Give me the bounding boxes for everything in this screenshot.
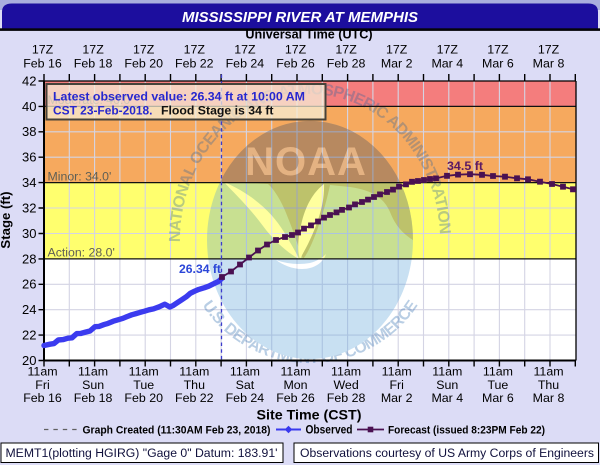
svg-text:40: 40	[22, 99, 36, 114]
svg-text:Feb 28: Feb 28	[327, 57, 366, 71]
svg-text:34.5 ft: 34.5 ft	[447, 159, 483, 173]
svg-text:26.34 ft: 26.34 ft	[179, 264, 221, 276]
svg-text:Sun: Sun	[82, 378, 104, 392]
svg-text:Thu: Thu	[184, 378, 205, 392]
svg-text:Observed: Observed	[306, 425, 353, 437]
svg-text:Action: 28.0': Action: 28.0'	[48, 246, 115, 260]
svg-text:11am: 11am	[432, 365, 462, 379]
svg-text:Universal Time (UTC): Universal Time (UTC)	[245, 28, 372, 42]
svg-text:17Z: 17Z	[386, 43, 408, 57]
svg-text:38: 38	[22, 124, 36, 139]
svg-text:Observations courtesy of US Ar: Observations courtesy of US Army Corps o…	[300, 446, 594, 460]
svg-text:Sun: Sun	[436, 378, 458, 392]
svg-text:Feb 18: Feb 18	[74, 391, 113, 405]
svg-text:11am: 11am	[230, 365, 260, 379]
svg-text:Mar 4: Mar 4	[431, 57, 463, 71]
svg-text:Feb 20: Feb 20	[124, 57, 163, 71]
svg-text:11am: 11am	[331, 365, 361, 379]
svg-text:11am: 11am	[382, 365, 412, 379]
svg-text:17Z: 17Z	[82, 43, 104, 57]
svg-text:Feb 26: Feb 26	[276, 57, 315, 71]
svg-text:Fri: Fri	[389, 378, 403, 392]
svg-text:28: 28	[22, 251, 36, 266]
svg-text:17Z: 17Z	[487, 43, 509, 57]
svg-text:Site Time (CST): Site Time (CST)	[257, 408, 362, 423]
svg-text:34: 34	[22, 175, 36, 190]
svg-text:42: 42	[22, 73, 36, 88]
svg-text:17Z: 17Z	[285, 43, 307, 57]
svg-text:17Z: 17Z	[335, 43, 357, 57]
svg-text:Latest observed value: 26.34 f: Latest observed value: 26.34 ft at 10:00…	[53, 90, 305, 104]
svg-text:Forecast (issued 8:23PM Feb 22: Forecast (issued 8:23PM Feb 22)	[388, 425, 545, 437]
svg-text:Mar 6: Mar 6	[482, 57, 514, 71]
svg-text:Flood Stage is 34 ft: Flood Stage is 34 ft	[161, 104, 274, 118]
svg-text:11am: 11am	[179, 365, 209, 379]
svg-text:Feb 18: Feb 18	[74, 57, 113, 71]
svg-text:17Z: 17Z	[133, 43, 155, 57]
svg-text:Tue: Tue	[487, 378, 508, 392]
svg-text:Feb 24: Feb 24	[226, 391, 265, 405]
svg-text:Mar 4: Mar 4	[431, 391, 463, 405]
svg-text:26: 26	[22, 277, 36, 292]
svg-text:Mar 6: Mar 6	[482, 391, 514, 405]
svg-text:17Z: 17Z	[32, 43, 54, 57]
svg-text:Feb 26: Feb 26	[276, 391, 315, 405]
svg-text:MEMT1(plotting HGIRG) "Gage 0": MEMT1(plotting HGIRG) "Gage 0" Datum: 18…	[6, 446, 278, 460]
svg-text:32: 32	[22, 200, 36, 215]
svg-text:Thu: Thu	[538, 378, 559, 392]
svg-text:NOAA: NOAA	[245, 140, 367, 184]
svg-text:Feb 16: Feb 16	[23, 57, 62, 71]
svg-text:CST 23-Feb-2018.: CST 23-Feb-2018.	[53, 104, 153, 118]
svg-text:24: 24	[22, 302, 36, 317]
svg-text:MISSISSIPPI RIVER AT MEMPHIS: MISSISSIPPI RIVER AT MEMPHIS	[182, 10, 418, 26]
svg-text:Fri: Fri	[35, 378, 49, 392]
svg-text:11am: 11am	[280, 365, 310, 379]
svg-text:Mar 2: Mar 2	[381, 391, 413, 405]
svg-text:Stage (ft): Stage (ft)	[0, 191, 13, 248]
svg-text:11am: 11am	[533, 365, 563, 379]
svg-text:30: 30	[22, 226, 36, 241]
svg-text:11am: 11am	[78, 365, 108, 379]
svg-text:Minor: 34.0': Minor: 34.0'	[48, 169, 112, 183]
svg-text:Mar 8: Mar 8	[533, 57, 565, 71]
svg-text:17Z: 17Z	[437, 43, 459, 57]
svg-text:Feb 22: Feb 22	[175, 57, 214, 71]
svg-text:Mon: Mon	[283, 378, 307, 392]
svg-text:11am: 11am	[27, 365, 57, 379]
svg-text:Wed: Wed	[333, 378, 358, 392]
svg-text:36: 36	[22, 150, 36, 165]
svg-text:Sat: Sat	[236, 378, 255, 392]
svg-text:Graph Created (11:30AM Feb 23,: Graph Created (11:30AM Feb 23, 2018)	[83, 425, 271, 437]
svg-text:Feb 22: Feb 22	[175, 391, 214, 405]
svg-text:17Z: 17Z	[234, 43, 256, 57]
svg-text:11am: 11am	[483, 365, 513, 379]
svg-text:Feb 24: Feb 24	[226, 57, 265, 71]
svg-text:11am: 11am	[129, 365, 159, 379]
svg-text:17Z: 17Z	[538, 43, 560, 57]
svg-text:Feb 28: Feb 28	[327, 391, 366, 405]
svg-text:Feb 20: Feb 20	[124, 391, 163, 405]
svg-text:Tue: Tue	[133, 378, 154, 392]
svg-text:20: 20	[22, 353, 36, 368]
svg-text:Mar 2: Mar 2	[381, 57, 413, 71]
svg-text:17Z: 17Z	[184, 43, 206, 57]
svg-text:Feb 16: Feb 16	[23, 391, 62, 405]
svg-text:Mar 8: Mar 8	[533, 391, 565, 405]
svg-text:22: 22	[22, 328, 36, 343]
